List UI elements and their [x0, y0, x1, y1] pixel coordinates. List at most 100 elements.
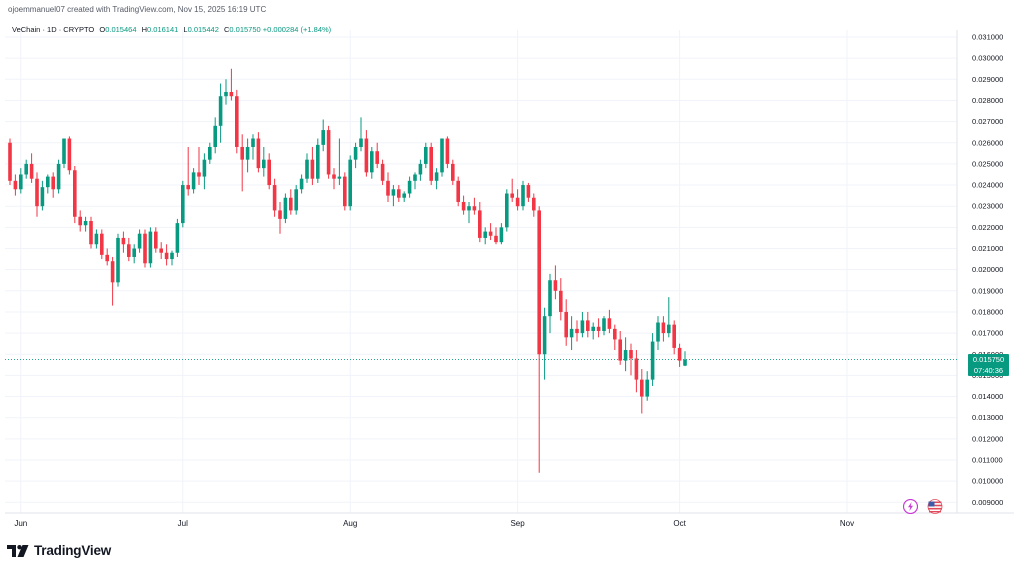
- symbol-title[interactable]: VeChain · 1D · CRYPTO: [12, 25, 95, 34]
- candle-down[interactable]: [267, 153, 271, 190]
- candle-up[interactable]: [348, 155, 352, 211]
- candle-down[interactable]: [397, 185, 401, 202]
- candle-down[interactable]: [121, 231, 126, 253]
- candle-down[interactable]: [272, 178, 277, 217]
- candle-down[interactable]: [661, 316, 666, 342]
- candle-down[interactable]: [159, 242, 163, 260]
- candle-up[interactable]: [213, 117, 217, 154]
- candle-up[interactable]: [208, 142, 212, 164]
- candle-up[interactable]: [24, 159, 28, 179]
- candle-up[interactable]: [542, 307, 547, 380]
- candle-up[interactable]: [218, 83, 223, 143]
- candle-down[interactable]: [478, 201, 482, 243]
- candle-up[interactable]: [413, 172, 417, 190]
- candle-down[interactable]: [575, 320, 579, 342]
- candle-down[interactable]: [375, 142, 379, 169]
- candle-down[interactable]: [186, 146, 190, 196]
- candle-down[interactable]: [229, 68, 234, 101]
- candle-up[interactable]: [337, 138, 342, 186]
- candle-up[interactable]: [434, 168, 439, 190]
- candle-down[interactable]: [278, 201, 282, 234]
- candle-up[interactable]: [418, 159, 423, 181]
- candle-up[interactable]: [580, 311, 585, 338]
- candle-down[interactable]: [494, 227, 498, 245]
- candle-up[interactable]: [83, 216, 88, 232]
- candle-down[interactable]: [73, 166, 77, 224]
- candle-down[interactable]: [51, 172, 55, 198]
- candle-down[interactable]: [640, 369, 644, 414]
- candle-down[interactable]: [110, 256, 115, 306]
- candle-up[interactable]: [402, 191, 406, 202]
- candle-down[interactable]: [461, 195, 466, 215]
- candle-down[interactable]: [100, 229, 104, 260]
- candle-up[interactable]: [391, 185, 396, 207]
- candle-up[interactable]: [521, 180, 525, 211]
- candle-up[interactable]: [316, 138, 320, 183]
- candle-down[interactable]: [456, 176, 460, 207]
- candle-down[interactable]: [629, 343, 633, 376]
- candle-down[interactable]: [553, 265, 558, 300]
- candle-down[interactable]: [564, 299, 568, 346]
- candle-down[interactable]: [105, 248, 109, 266]
- candle-down[interactable]: [364, 130, 369, 177]
- candle-series[interactable]: [8, 68, 687, 473]
- time-axis[interactable]: Jun Jul Aug Sep Oct Nov: [14, 519, 854, 528]
- candle-up[interactable]: [359, 117, 363, 152]
- candle-up[interactable]: [683, 351, 687, 367]
- candle-up[interactable]: [132, 244, 136, 264]
- candle-down[interactable]: [532, 193, 536, 217]
- candle-up[interactable]: [645, 371, 649, 401]
- candle-down[interactable]: [164, 244, 169, 266]
- price-axis[interactable]: 0.031000 0.030000 0.029000 0.028000 0.027000…: [972, 33, 1003, 507]
- candle-up[interactable]: [505, 189, 509, 232]
- candle-up[interactable]: [424, 142, 428, 169]
- candle-down[interactable]: [488, 223, 493, 241]
- candle-up[interactable]: [224, 79, 228, 105]
- candle-down[interactable]: [613, 324, 617, 351]
- candle-up[interactable]: [650, 333, 655, 386]
- candle-down[interactable]: [29, 153, 34, 183]
- lightning-icon[interactable]: [902, 498, 919, 515]
- candle-up[interactable]: [245, 138, 250, 173]
- candle-up[interactable]: [656, 316, 660, 351]
- candle-up[interactable]: [321, 119, 325, 152]
- candle-down[interactable]: [78, 210, 82, 232]
- candle-down[interactable]: [672, 320, 676, 355]
- candle-down[interactable]: [13, 174, 18, 196]
- candle-down[interactable]: [89, 216, 93, 249]
- candle-down[interactable]: [310, 146, 315, 186]
- candle-up[interactable]: [407, 176, 412, 198]
- candle-up[interactable]: [202, 153, 207, 190]
- candle-up[interactable]: [483, 227, 487, 245]
- candle-up[interactable]: [148, 227, 153, 268]
- candle-down[interactable]: [35, 172, 39, 217]
- candle-up[interactable]: [591, 322, 595, 340]
- candle-down[interactable]: [515, 189, 520, 211]
- candle-down[interactable]: [472, 197, 477, 215]
- candle-down[interactable]: [197, 146, 201, 186]
- candle-down[interactable]: [586, 311, 590, 338]
- candle-down[interactable]: [380, 159, 385, 186]
- candle-down[interactable]: [343, 172, 347, 211]
- candle-down[interactable]: [607, 309, 612, 334]
- candle-down[interactable]: [559, 278, 563, 321]
- candle-down[interactable]: [537, 206, 541, 473]
- candle-up[interactable]: [305, 153, 309, 183]
- candle-up[interactable]: [62, 138, 66, 169]
- tradingview-logo[interactable]: TradingView: [7, 543, 111, 558]
- candle-down[interactable]: [8, 138, 12, 186]
- candle-up[interactable]: [191, 168, 196, 194]
- candle-up[interactable]: [170, 250, 174, 266]
- candle-down[interactable]: [445, 136, 450, 169]
- candle-down[interactable]: [429, 142, 433, 186]
- candle-down[interactable]: [256, 132, 261, 173]
- candle-down[interactable]: [596, 318, 601, 338]
- candle-up[interactable]: [499, 223, 504, 245]
- us-flag-icon[interactable]: [924, 499, 946, 514]
- candle-down[interactable]: [526, 182, 531, 202]
- candle-down[interactable]: [289, 189, 293, 215]
- candle-down[interactable]: [154, 227, 158, 253]
- candle-down[interactable]: [143, 229, 147, 268]
- candle-up[interactable]: [467, 201, 471, 224]
- candle-down[interactable]: [451, 159, 455, 186]
